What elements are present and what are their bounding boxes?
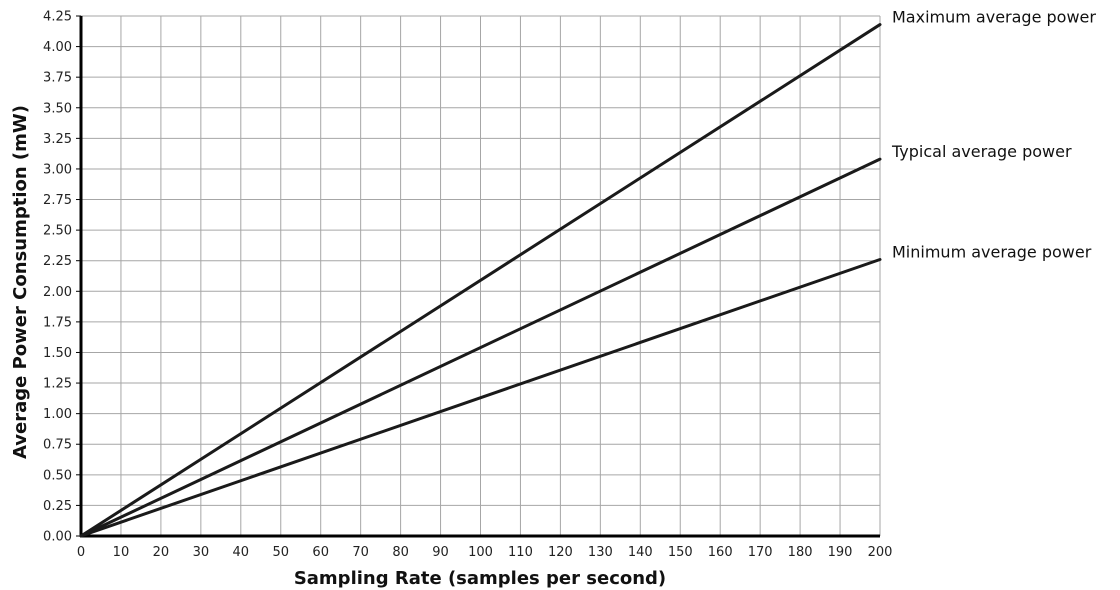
y-tick-label: 3.75 [43, 71, 72, 86]
x-axis-title: Sampling Rate (samples per second) [294, 568, 666, 589]
y-tick-label: 2.25 [43, 254, 72, 269]
y-tick-label: 1.00 [43, 407, 72, 422]
x-tick-label: 190 [828, 545, 853, 560]
x-tick-label: 80 [392, 545, 409, 560]
x-tick-label: 60 [312, 545, 329, 560]
y-tick-label: 2.00 [43, 285, 72, 300]
y-tick-label: 1.75 [43, 315, 72, 330]
y-tick-label: 3.00 [43, 162, 72, 177]
x-tick-label: 100 [468, 545, 493, 560]
x-tick-label: 70 [352, 545, 369, 560]
x-tick-label: 90 [432, 545, 449, 560]
x-tick-label: 140 [628, 545, 653, 560]
x-tick-label: 20 [153, 545, 170, 560]
x-tick-label: 170 [748, 545, 773, 560]
y-tick-label: 0.25 [43, 499, 72, 514]
series-line-0 [79, 23, 882, 538]
x-tick-label: 40 [233, 545, 250, 560]
y-tick-label: 3.50 [43, 101, 72, 116]
x-tick-label: 110 [508, 545, 533, 560]
x-tick-label: 120 [548, 545, 573, 560]
series-label-2: Minimum average power [892, 242, 1092, 261]
grid [80, 15, 881, 537]
x-tick-label: 10 [113, 545, 130, 560]
tick-labels: 0 10 20 30 40 50 60 70 80 90 100 110 120 130 140 150 160… [43, 10, 892, 561]
series-line-2 [79, 257, 882, 538]
x-tick-label: 200 [868, 545, 893, 560]
series-line-1 [79, 157, 882, 538]
y-tick-label: 0.75 [43, 438, 72, 453]
series-label-0: Maximum average power [892, 8, 1096, 27]
y-tick-label: 1.50 [43, 346, 72, 361]
y-tick-label: 2.50 [43, 224, 72, 239]
x-tick-label: 0 [77, 545, 85, 560]
axes [76, 15, 880, 538]
x-tick-label: 30 [193, 545, 210, 560]
x-tick-label: 50 [272, 545, 289, 560]
y-tick-label: 1.25 [43, 377, 72, 392]
x-tick-label: 130 [588, 545, 613, 560]
x-tick-label: 160 [708, 545, 733, 560]
x-tick-label: 150 [668, 545, 693, 560]
y-tick-label: 3.25 [43, 132, 72, 147]
y-tick-label: 0.50 [43, 468, 72, 483]
y-tick-label: 2.75 [43, 193, 72, 208]
y-tick-label: 4.25 [43, 10, 72, 25]
y-axis-title: Average Power Consumption (mW) [10, 105, 31, 459]
series-label-1: Typical average power [891, 142, 1072, 161]
series-lines [79, 23, 882, 538]
y-tick-label: 4.00 [43, 40, 72, 55]
series-labels: Maximum average power Typical average pow… [891, 8, 1096, 262]
y-tick-label: 0.00 [43, 530, 72, 545]
x-tick-label: 180 [788, 545, 813, 560]
